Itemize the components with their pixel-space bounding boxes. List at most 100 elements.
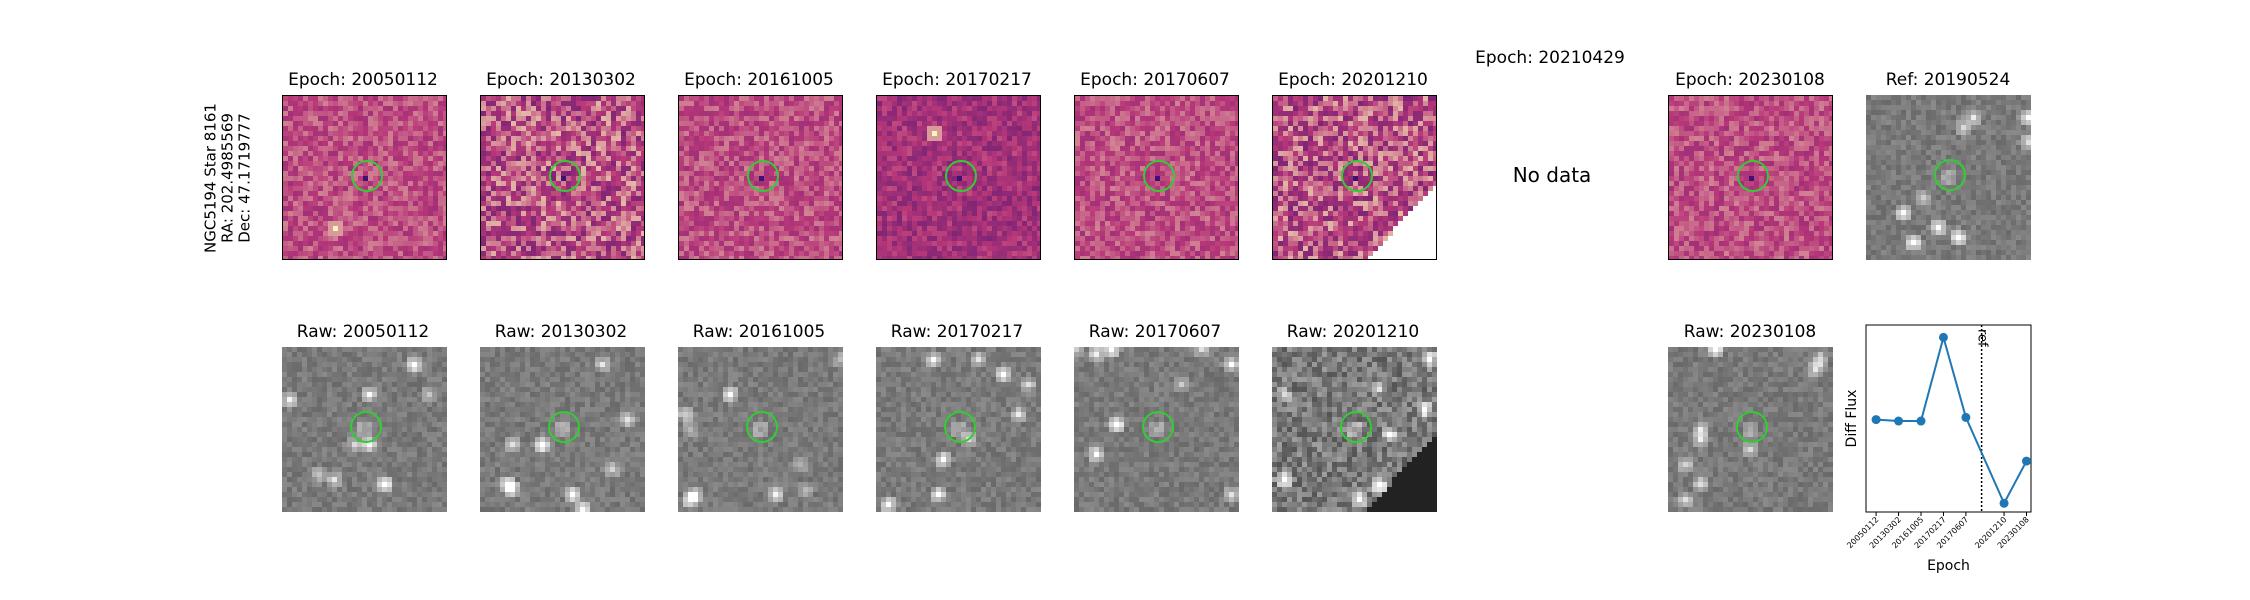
pixel [1007,241,1013,247]
pixel [1145,141,1151,147]
pixel [679,251,685,257]
pixel [952,236,958,242]
pixel [982,121,988,127]
pixel [531,221,537,227]
pixel [997,166,1003,172]
pixel [526,111,532,117]
pixel [902,111,908,117]
pixel [922,96,928,102]
pixel [561,186,567,192]
pixel [621,146,627,152]
pixel [433,161,439,167]
pixel [907,126,913,132]
pixel [724,151,730,157]
pixel [937,231,943,237]
pixel [997,161,1003,167]
pixel [621,201,627,207]
pixel [631,106,637,112]
pixel [408,186,414,192]
pixel [383,251,389,257]
pixel [611,141,617,147]
pixel [526,126,532,132]
pixel [531,166,537,172]
pixel [293,101,299,107]
pixel [413,106,419,112]
pixel [438,161,444,167]
pixel [616,256,622,259]
pixel [516,181,522,187]
pixel [288,241,294,247]
pixel [571,256,577,259]
pixel [1155,181,1161,187]
pixel [626,201,632,207]
pixel [408,116,414,122]
pixel [283,146,289,152]
pixel [288,111,294,117]
pixel [611,156,617,162]
pixel [679,221,685,227]
pixel [744,146,750,152]
pixel [1235,96,1238,102]
pixel [293,221,299,227]
pixel [1032,196,1038,202]
pixel [719,236,725,242]
pixel [679,166,685,172]
pixel [987,201,993,207]
pixel [947,121,953,127]
pixel [997,236,1003,242]
pixel [363,221,369,227]
pixel [571,206,577,212]
pixel [1085,121,1091,127]
pixel [769,106,775,112]
pixel [829,131,835,137]
pixel [328,251,334,257]
pixel [1032,141,1038,147]
pixel [1012,236,1018,242]
pixel [506,126,512,132]
pixel [506,116,512,122]
pixel [1145,116,1151,122]
pixel [601,246,607,252]
pixel [318,136,324,142]
pixel [759,116,765,122]
pixel [601,136,607,142]
pixel [491,206,497,212]
pixel [531,131,537,137]
pixel [363,156,369,162]
pixel [601,106,607,112]
pixel [1105,161,1111,167]
pixel [809,96,815,102]
pixel [714,216,720,222]
pixel [967,221,973,227]
pixel [1175,181,1181,187]
pixel [373,246,379,252]
pixel [749,106,755,112]
pixel [338,156,344,162]
pixel [902,161,908,167]
pixel [571,111,577,117]
pixel [556,156,562,162]
pixel [739,226,745,232]
pixel [947,216,953,222]
pixel [443,256,446,259]
pixel [1185,131,1191,137]
pixel [1037,136,1040,142]
pixel [541,211,547,217]
pixel [754,201,760,207]
pixel [977,116,983,122]
pixel [438,256,444,259]
pixel [561,236,567,242]
pixel [937,111,943,117]
pixel [368,201,374,207]
pixel [556,191,562,197]
pixel [491,186,497,192]
pixel [759,201,765,207]
pixel [1095,146,1101,152]
pixel [333,176,339,182]
pixel [591,226,597,232]
pixel [403,256,409,259]
pixel [917,241,923,247]
pixel [1150,111,1156,117]
pixel [987,96,993,102]
pixel [684,106,690,112]
